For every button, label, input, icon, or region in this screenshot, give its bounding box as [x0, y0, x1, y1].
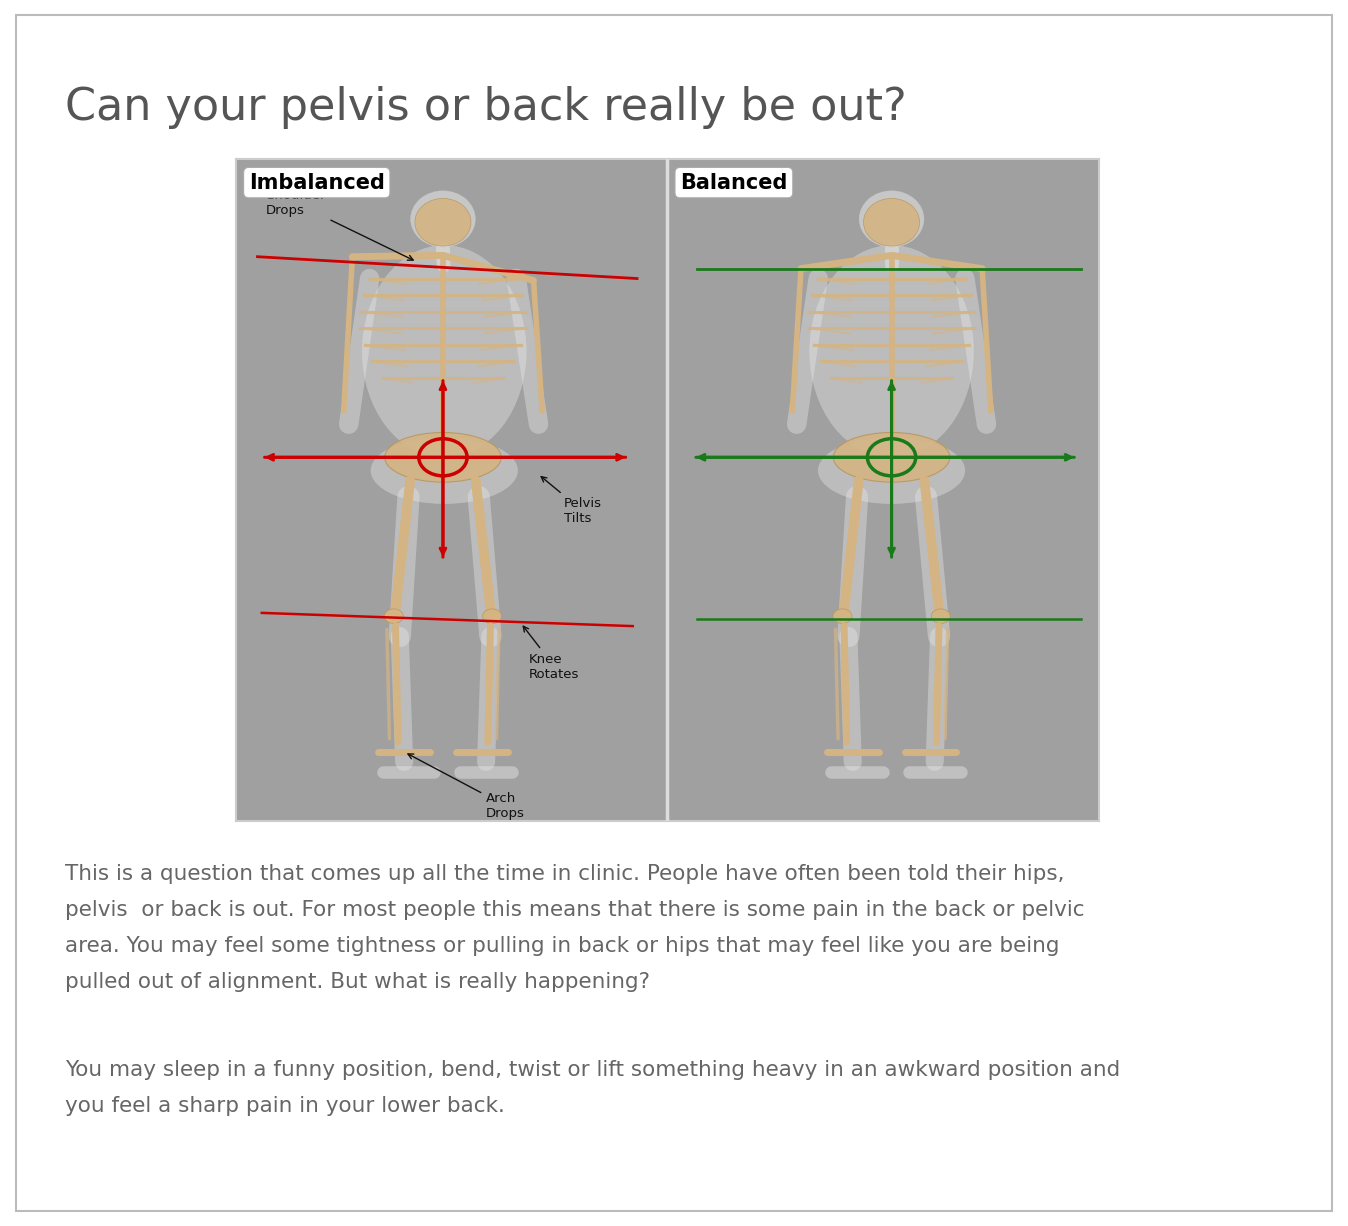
Ellipse shape [411, 191, 476, 248]
Text: Shoulder
Drops: Shoulder Drops [266, 189, 414, 260]
Text: This is a question that comes up all the time in clinic. People have often been : This is a question that comes up all the… [65, 864, 1084, 992]
Ellipse shape [833, 609, 852, 624]
Ellipse shape [483, 609, 501, 624]
Ellipse shape [864, 199, 919, 246]
Text: Knee
Rotates: Knee Rotates [523, 626, 580, 680]
Text: You may sleep in a funny position, bend, twist or lift something heavy in an awk: You may sleep in a funny position, bend,… [65, 1060, 1120, 1117]
Ellipse shape [371, 438, 518, 504]
Ellipse shape [415, 199, 470, 246]
Text: Arch
Drops: Arch Drops [408, 754, 524, 820]
Text: Pelvis
Tilts: Pelvis Tilts [541, 477, 601, 525]
Ellipse shape [931, 609, 950, 624]
Ellipse shape [818, 438, 965, 504]
Text: Imbalanced: Imbalanced [249, 173, 384, 192]
Ellipse shape [810, 245, 973, 457]
Ellipse shape [384, 433, 501, 482]
Text: Balanced: Balanced [681, 173, 787, 192]
Ellipse shape [384, 609, 403, 624]
Text: Can your pelvis or back really be out?: Can your pelvis or back really be out? [65, 86, 906, 129]
Ellipse shape [859, 191, 923, 248]
Ellipse shape [363, 245, 526, 457]
Ellipse shape [833, 433, 950, 482]
